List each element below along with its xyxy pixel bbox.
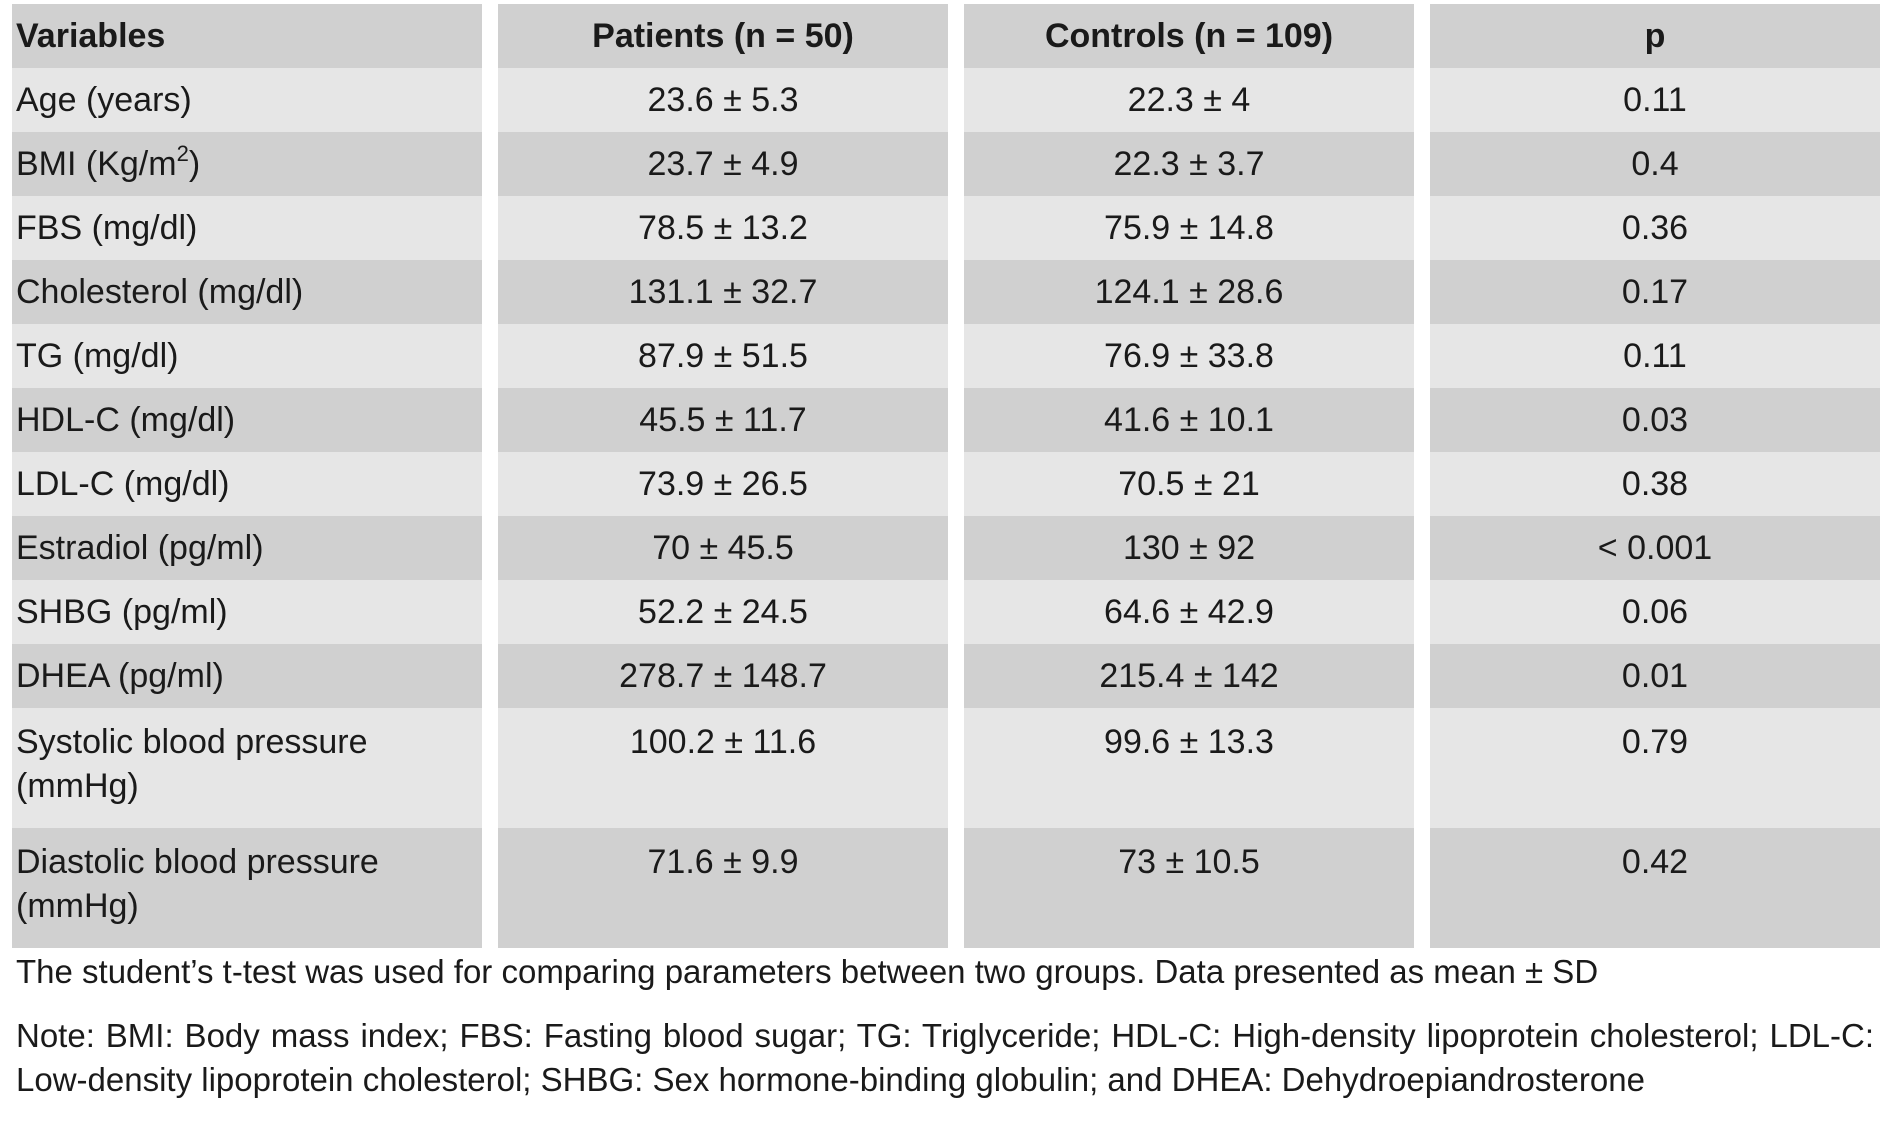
cell-controls: 76.9 ± 33.8 bbox=[964, 324, 1414, 388]
cell-controls: 124.1 ± 28.6 bbox=[964, 260, 1414, 324]
header-controls: Controls (n = 109) bbox=[964, 4, 1414, 68]
cell-patients: 52.2 ± 24.5 bbox=[498, 580, 948, 644]
cell-variable: Estradiol (pg/ml) bbox=[12, 516, 482, 580]
cell-variable: FBS (mg/dl) bbox=[12, 196, 482, 260]
cell-variable: Age (years) bbox=[12, 68, 482, 132]
abbreviations-note: Note: BMI: Body mass index; FBS: Fasting… bbox=[16, 1017, 1874, 1098]
variable-text-after: ) bbox=[188, 145, 201, 183]
cell-variable: HDL-C (mg/dl) bbox=[12, 388, 482, 452]
comparison-table: Variables Patients (n = 50) Controls (n … bbox=[0, 4, 1889, 948]
cell-p: 0.17 bbox=[1430, 260, 1880, 324]
table-row: HDL-C (mg/dl) 45.5 ± 11.7 41.6 ± 10.1 0.… bbox=[12, 388, 1880, 452]
cell-variable: DHEA (pg/ml) bbox=[12, 644, 482, 708]
table-row: SHBG (pg/ml) 52.2 ± 24.5 64.6 ± 42.9 0.0… bbox=[12, 580, 1880, 644]
cell-controls: 41.6 ± 10.1 bbox=[964, 388, 1414, 452]
cell-controls: 130 ± 92 bbox=[964, 516, 1414, 580]
table-row: FBS (mg/dl) 78.5 ± 13.2 75.9 ± 14.8 0.36 bbox=[12, 196, 1880, 260]
cell-patients: 71.6 ± 9.9 bbox=[498, 828, 948, 948]
cell-p: 0.11 bbox=[1430, 324, 1880, 388]
cell-patients: 100.2 ± 11.6 bbox=[498, 708, 948, 828]
table-row: Estradiol (pg/ml) 70 ± 45.5 130 ± 92 < 0… bbox=[12, 516, 1880, 580]
cell-controls: 215.4 ± 142 bbox=[964, 644, 1414, 708]
cell-variable: Systolic blood pressure (mmHg) bbox=[12, 708, 482, 828]
cell-p: 0.79 bbox=[1430, 708, 1880, 828]
table-row: Diastolic blood pressure (mmHg) 71.6 ± 9… bbox=[12, 828, 1880, 948]
cell-patients: 23.6 ± 5.3 bbox=[498, 68, 948, 132]
table-row: BMI (Kg/m2) 23.7 ± 4.9 22.3 ± 3.7 0.4 bbox=[12, 132, 1880, 196]
table-row: Cholesterol (mg/dl) 131.1 ± 32.7 124.1 ±… bbox=[12, 260, 1880, 324]
table-row: TG (mg/dl) 87.9 ± 51.5 76.9 ± 33.8 0.11 bbox=[12, 324, 1880, 388]
cell-variable: BMI (Kg/m2) bbox=[12, 132, 482, 196]
header-p: p bbox=[1430, 4, 1880, 68]
cell-p: 0.11 bbox=[1430, 68, 1880, 132]
table-row: Systolic blood pressure (mmHg) 100.2 ± 1… bbox=[12, 708, 1880, 828]
cell-patients: 78.5 ± 13.2 bbox=[498, 196, 948, 260]
table-row: Age (years) 23.6 ± 5.3 22.3 ± 4 0.11 bbox=[12, 68, 1880, 132]
cell-controls: 99.6 ± 13.3 bbox=[964, 708, 1414, 828]
header-variables: Variables bbox=[12, 4, 482, 68]
cell-p: < 0.001 bbox=[1430, 516, 1880, 580]
cell-controls: 70.5 ± 21 bbox=[964, 452, 1414, 516]
superscript: 2 bbox=[176, 140, 189, 166]
cell-controls: 22.3 ± 4 bbox=[964, 68, 1414, 132]
footnote: The student’s t-test was used for compar… bbox=[16, 953, 1599, 990]
cell-controls: 73 ± 10.5 bbox=[964, 828, 1414, 948]
cell-p: 0.42 bbox=[1430, 828, 1880, 948]
header-patients: Patients (n = 50) bbox=[498, 4, 948, 68]
cell-patients: 73.9 ± 26.5 bbox=[498, 452, 948, 516]
cell-p: 0.38 bbox=[1430, 452, 1880, 516]
table-row: DHEA (pg/ml) 278.7 ± 148.7 215.4 ± 142 0… bbox=[12, 644, 1880, 708]
table-row: LDL-C (mg/dl) 73.9 ± 26.5 70.5 ± 21 0.38 bbox=[12, 452, 1880, 516]
variable-text: BMI (Kg/m bbox=[16, 145, 177, 183]
cell-variable: LDL-C (mg/dl) bbox=[12, 452, 482, 516]
cell-variable: SHBG (pg/ml) bbox=[12, 580, 482, 644]
cell-p: 0.03 bbox=[1430, 388, 1880, 452]
cell-variable: TG (mg/dl) bbox=[12, 324, 482, 388]
cell-controls: 75.9 ± 14.8 bbox=[964, 196, 1414, 260]
cell-p: 0.01 bbox=[1430, 644, 1880, 708]
cell-patients: 23.7 ± 4.9 bbox=[498, 132, 948, 196]
cell-controls: 22.3 ± 3.7 bbox=[964, 132, 1414, 196]
cell-patients: 131.1 ± 32.7 bbox=[498, 260, 948, 324]
cell-variable: Diastolic blood pressure (mmHg) bbox=[12, 828, 482, 948]
table-header-row: Variables Patients (n = 50) Controls (n … bbox=[12, 4, 1880, 68]
table-notes: The student’s t-test was used for compar… bbox=[16, 950, 1874, 1102]
cell-variable: Cholesterol (mg/dl) bbox=[12, 260, 482, 324]
cell-patients: 278.7 ± 148.7 bbox=[498, 644, 948, 708]
cell-controls: 64.6 ± 42.9 bbox=[964, 580, 1414, 644]
cell-patients: 70 ± 45.5 bbox=[498, 516, 948, 580]
cell-patients: 87.9 ± 51.5 bbox=[498, 324, 948, 388]
cell-patients: 45.5 ± 11.7 bbox=[498, 388, 948, 452]
cell-p: 0.4 bbox=[1430, 132, 1880, 196]
cell-p: 0.06 bbox=[1430, 580, 1880, 644]
cell-p: 0.36 bbox=[1430, 196, 1880, 260]
